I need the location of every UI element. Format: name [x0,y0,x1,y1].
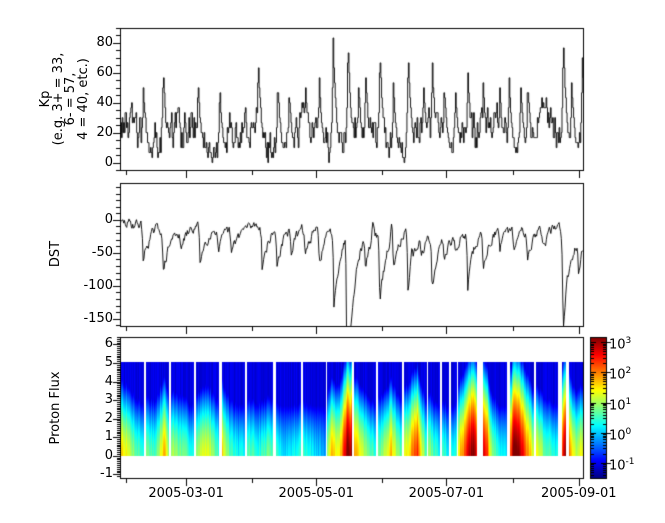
dst-y-tick-label: -150 [83,310,113,326]
pf-y-tick-label: 0 [104,447,113,463]
kp-y-tick-label: 60 [96,64,113,80]
x-tick-label: 2005-09-01 [540,486,617,501]
pf-y-tick-label: 3 [104,392,113,408]
dst-y-tick-label: 0 [104,211,113,227]
dst-y-tick-label: -50 [91,244,113,260]
colorbar-tick-label: 10-1 [609,457,635,474]
x-tick-label: 2005-07-01 [408,486,485,501]
x-tick-label: 2005-05-01 [278,486,355,501]
x-tick-label: 2005-03-01 [148,486,224,501]
pf-y-tick-label: 2 [104,410,113,426]
colorbar-tick-label: 101 [609,397,632,414]
pf-y-tick-label: 1 [104,429,113,445]
pf-y-tick-label: -1 [100,466,113,482]
colorbar-tick-label: 103 [609,336,632,353]
pf-y-tick-label: 5 [104,354,113,370]
kp-y-tick-label: 40 [96,94,113,110]
colorbar-tick-label: 102 [609,366,632,383]
dst-y-tick-label: -100 [83,277,113,293]
pf-y-tick-label: 6 [104,336,113,352]
kp-y-tick-label: 80 [96,34,113,50]
pf-y-tick-label: 4 [104,373,113,389]
kp-y-tick-label: 20 [96,124,113,140]
colorbar-tick-label: 100 [609,427,632,444]
kp-y-tick-label: 0 [104,154,113,170]
